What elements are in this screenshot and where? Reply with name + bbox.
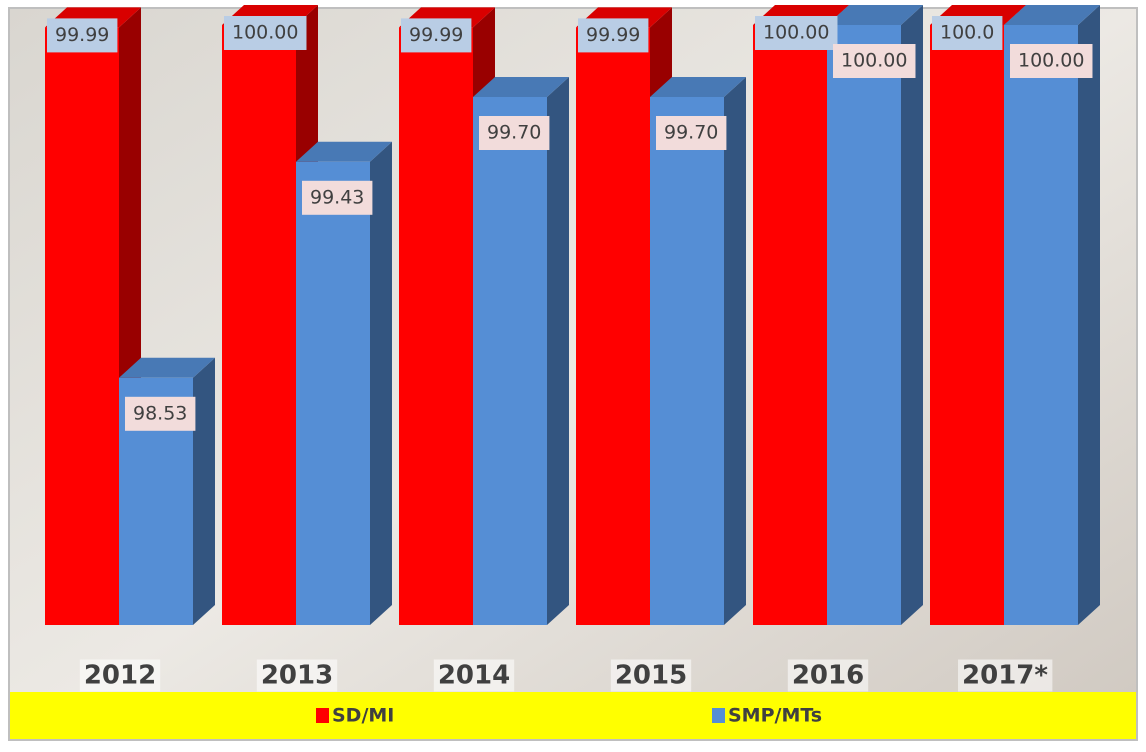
data-label-group: 100.00 [833,44,915,78]
bar-side [724,77,746,625]
bar [222,25,296,625]
data-label-group: 100.00 [1010,44,1092,78]
legend-label: SMP/MTs [728,705,822,727]
bar-side [547,77,569,625]
bar [650,97,724,625]
bar-side [901,5,923,625]
data-label-group: 100.00 [755,16,837,50]
x-tick-group: 2013 [257,660,337,692]
legend-swatch [316,708,329,723]
x-tick-label: 2016 [792,661,864,691]
x-tick-label: 2012 [84,661,156,691]
bar [930,25,1004,625]
x-tick-group: 2014 [434,660,514,692]
data-label: 100.00 [763,22,829,44]
data-label: 98.53 [133,402,187,424]
x-tick-group: 2016 [788,660,868,692]
data-label-group: 98.53 [125,397,195,431]
bar [296,162,370,625]
x-tick-label: 2017* [962,661,1048,691]
data-label-group: 99.43 [302,181,372,215]
data-label: 100.00 [841,50,907,72]
x-tick-group: 2017* [958,660,1052,692]
data-label: 100.00 [232,22,298,44]
data-label-group: 100.0 [932,16,1002,50]
data-label: 99.43 [310,186,364,208]
data-label-group: 99.99 [578,18,648,52]
bar [753,25,827,625]
legend-label: SD/MI [332,705,394,727]
x-tick-group: 2015 [611,660,691,692]
chart: 2012 2013 2014 2015 2016 2017* 99.99 98.53 100.0… [0,0,1146,748]
x-tick-label: 2015 [615,661,687,691]
x-tick-group: 2012 [80,660,160,692]
data-label: 99.99 [55,24,109,46]
bar [1004,25,1078,625]
legend-band [10,692,1136,739]
bar-side [1078,5,1100,625]
data-label: 99.99 [586,24,640,46]
bar [576,27,650,625]
data-label: 100.00 [1018,50,1084,72]
data-label-group: 99.99 [401,18,471,52]
legend-swatch [712,708,725,723]
data-label-group: 99.99 [47,18,117,52]
data-label: 100.0 [940,22,994,44]
data-label-group: 100.00 [224,16,306,50]
data-label-group: 99.70 [656,116,726,150]
bar [473,97,547,625]
bar [45,27,119,625]
x-tick-label: 2014 [438,661,510,691]
bar-side [370,142,392,625]
bar-side [193,358,215,625]
page: 2012 2013 2014 2015 2016 2017* 99.99 98.53 100.0… [0,0,1146,752]
data-label: 99.70 [664,122,718,144]
bar [399,27,473,625]
x-tick-label: 2013 [261,661,333,691]
bar [827,25,901,625]
data-label: 99.99 [409,24,463,46]
data-label-group: 99.70 [479,116,549,150]
data-label: 99.70 [487,122,541,144]
